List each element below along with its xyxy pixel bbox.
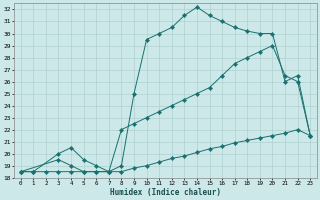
- X-axis label: Humidex (Indice chaleur): Humidex (Indice chaleur): [110, 188, 221, 197]
